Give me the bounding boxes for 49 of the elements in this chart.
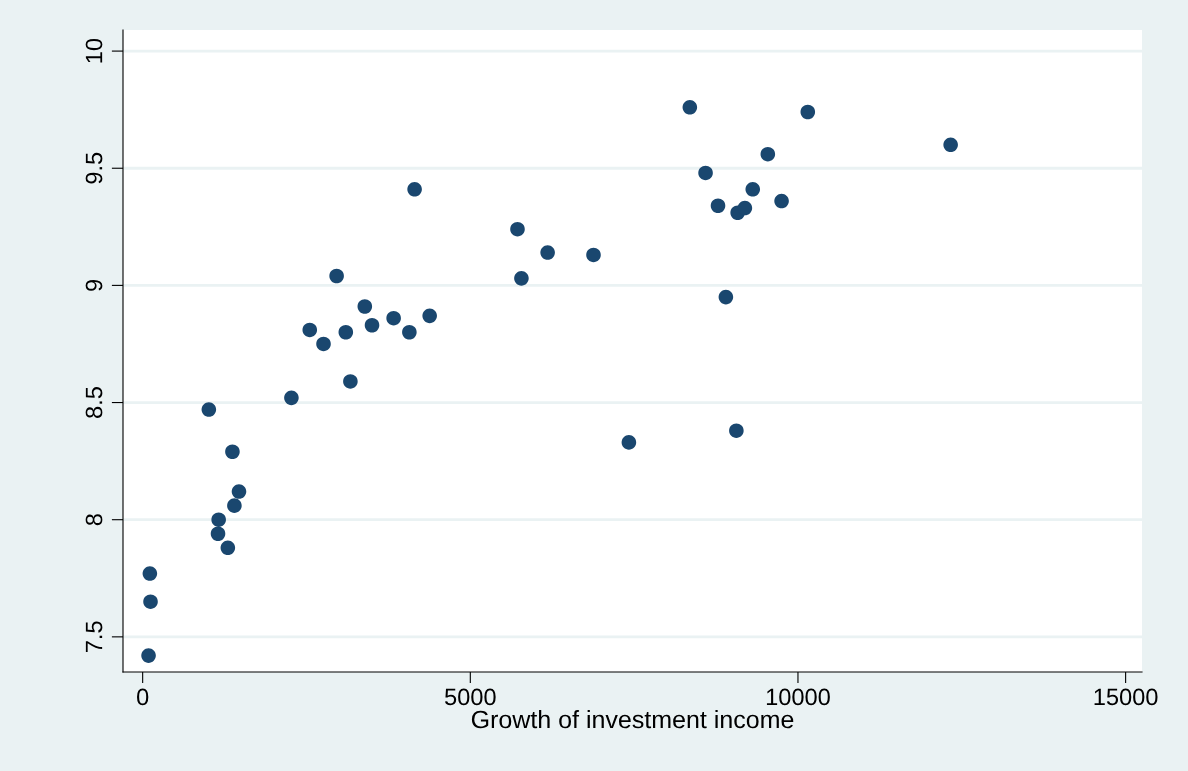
point	[698, 165, 713, 181]
point	[284, 390, 299, 406]
point	[231, 484, 247, 499]
point	[142, 566, 158, 581]
point	[141, 648, 156, 663]
y-tick-label: 9	[85, 279, 103, 291]
point	[329, 268, 344, 284]
point	[540, 245, 555, 260]
point	[774, 193, 789, 209]
point	[800, 104, 816, 120]
point	[407, 182, 422, 197]
point	[316, 336, 331, 352]
point	[211, 512, 226, 527]
point	[227, 498, 242, 513]
point	[364, 317, 380, 333]
point	[718, 289, 734, 305]
x-tick-label: 15000	[1094, 688, 1158, 706]
point	[302, 322, 318, 338]
point	[737, 200, 753, 216]
point	[510, 221, 525, 237]
point	[386, 310, 401, 326]
point	[729, 423, 744, 438]
point	[402, 324, 417, 340]
point	[422, 308, 437, 324]
y-tick-label: 8	[85, 514, 103, 526]
point	[682, 100, 698, 115]
y-tick-label: 10	[85, 38, 103, 63]
point	[225, 444, 240, 460]
point	[514, 271, 529, 286]
point	[745, 182, 761, 197]
x-tick-label: 10000	[766, 688, 830, 706]
point	[760, 146, 776, 162]
point	[343, 374, 358, 389]
point	[143, 594, 158, 609]
point	[220, 540, 236, 556]
point	[338, 324, 354, 340]
x-tick-label: 5000	[445, 688, 496, 706]
y-tick-label: 8.5	[85, 387, 103, 418]
point	[201, 402, 217, 417]
x-axis-title: Growth of investment income	[471, 709, 794, 729]
point	[710, 198, 726, 214]
y-tick-label: 9.5	[85, 152, 103, 184]
point	[586, 247, 601, 263]
x-tick-label: 0	[137, 688, 149, 706]
point	[943, 137, 958, 153]
point	[621, 435, 637, 450]
y-tick-label: 7.5	[85, 621, 103, 653]
point	[357, 299, 373, 314]
point	[210, 526, 226, 542]
